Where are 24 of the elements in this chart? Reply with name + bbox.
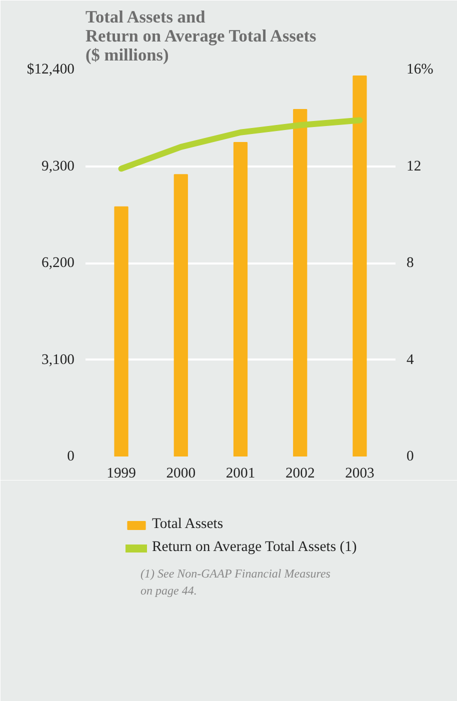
legend-label: Total Assets <box>152 516 224 533</box>
x-tick-label: 2003 <box>345 466 374 482</box>
y-tick-label: 9,300 <box>42 158 75 174</box>
chart-title: Total Assets and Return on Average Total Assets ($ millions) <box>86 8 316 64</box>
bar <box>352 76 367 456</box>
x-tick-label: 2001 <box>226 466 256 482</box>
y2-tick-label: 8 <box>406 255 414 271</box>
y2-tick-label: 12 <box>406 158 422 174</box>
y-tick-label: $12,400 <box>26 62 75 78</box>
y-tick-label: 0 <box>67 448 74 464</box>
y2-tick-label: 16% <box>406 62 434 78</box>
bar <box>114 206 128 456</box>
x-tick-label: 2000 <box>166 466 196 482</box>
bar <box>174 174 188 456</box>
x-tick-label: 2002 <box>285 466 315 482</box>
y-tick-label: 6,200 <box>42 255 75 271</box>
bar <box>233 142 248 456</box>
text: (1) See Non-GAAP Financial Measures on page 44. <box>140 566 331 598</box>
x-tick-label: 1999 <box>106 466 136 482</box>
y2-tick-label: 4 <box>406 352 414 368</box>
y2-tick-label: 0 <box>406 448 414 464</box>
y-tick-label: 3,100 <box>42 352 75 368</box>
legend-label: Return on Average Total Assets (1) <box>152 539 357 556</box>
bar <box>293 108 308 456</box>
